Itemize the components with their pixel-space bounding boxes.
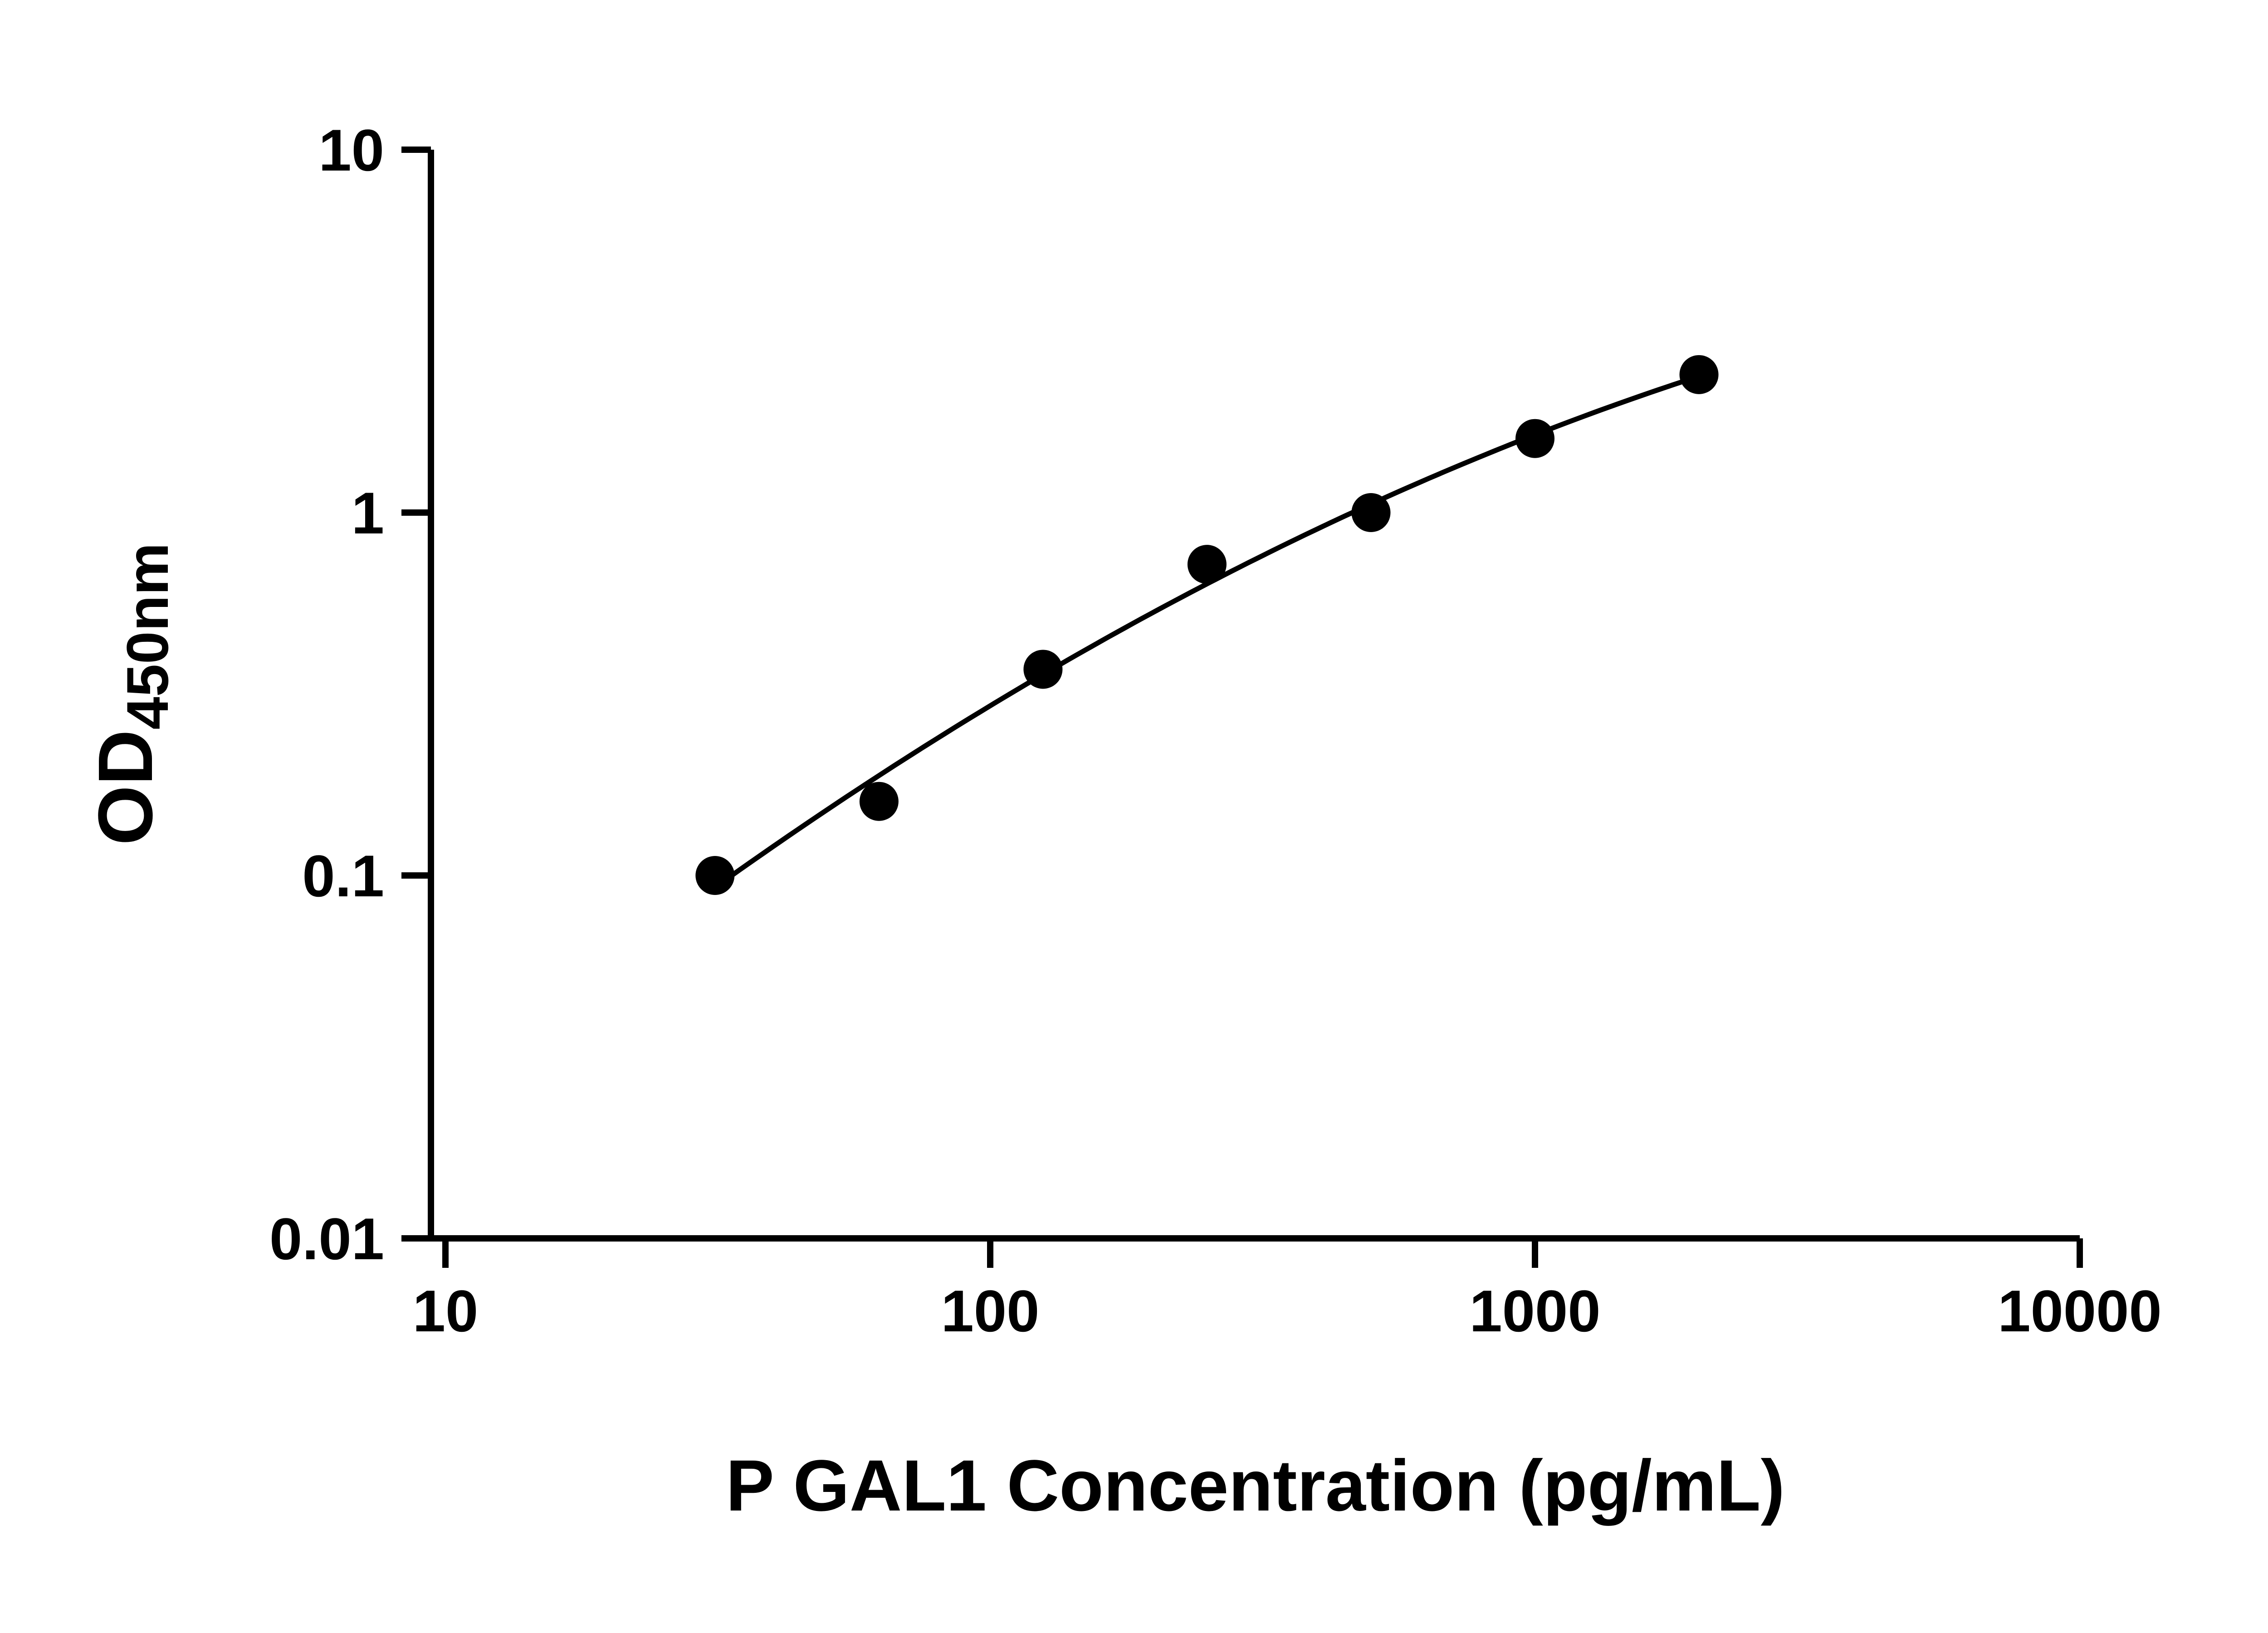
data-point bbox=[1515, 419, 1554, 458]
y-axis-title-subscript: 450nm bbox=[114, 543, 181, 730]
data-point bbox=[1023, 650, 1063, 689]
data-point bbox=[859, 782, 899, 821]
x-tick-label: 1000 bbox=[1469, 1278, 1600, 1344]
x-axis-title: P GAL1 Concentration (pg/mL) bbox=[726, 1445, 1785, 1526]
data-point bbox=[1679, 355, 1719, 394]
data-point bbox=[695, 856, 735, 895]
x-tick-label: 100 bbox=[941, 1278, 1040, 1344]
data-point bbox=[1351, 493, 1391, 532]
y-axis-title-main: OD bbox=[83, 729, 169, 845]
x-tick-label: 10000 bbox=[1998, 1278, 2162, 1344]
x-tick-label: 10 bbox=[413, 1278, 479, 1344]
y-tick-label: 10 bbox=[318, 117, 384, 183]
data-point bbox=[1187, 545, 1227, 584]
y-axis-title: OD450nm bbox=[83, 543, 181, 846]
y-tick-label: 1 bbox=[352, 480, 384, 546]
y-tick-label: 0.1 bbox=[302, 843, 384, 909]
axes bbox=[428, 150, 2080, 1242]
y-tick-label: 0.01 bbox=[269, 1206, 384, 1272]
